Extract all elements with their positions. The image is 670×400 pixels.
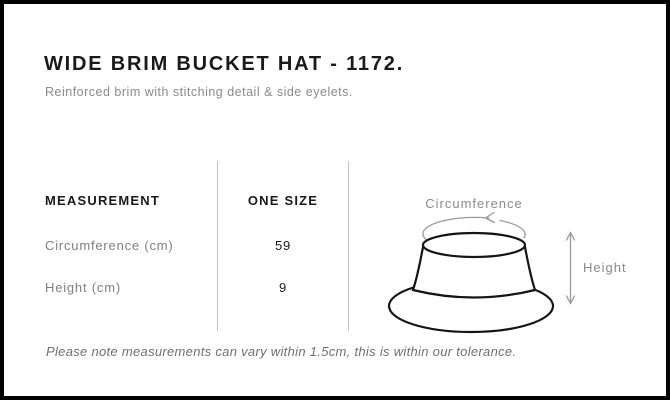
row-label: Height (cm): [45, 280, 121, 295]
table-diagram-divider: [348, 161, 349, 331]
circumference-label: Circumference: [425, 196, 523, 211]
table-column-divider: [217, 161, 218, 331]
size-table-header-row: MEASUREMENT ONE SIZE: [0, 194, 670, 210]
hat-crown-top-outline: [421, 231, 527, 259]
circumference-rotation-arrow-icon: [422, 211, 526, 242]
bucket-hat-diagram: [387, 211, 576, 334]
hat-crown-fill: [413, 246, 535, 298]
row-label: Circumference (cm): [45, 238, 174, 253]
column-header-measurement: MEASUREMENT: [45, 193, 161, 208]
height-label: Height: [583, 260, 627, 275]
product-subtitle: Reinforced brim with stitching detail & …: [45, 85, 353, 99]
column-header-one-size: ONE SIZE: [247, 193, 319, 208]
row-value: 59: [274, 238, 292, 253]
table-row-circumference: Circumference (cm) 59: [0, 239, 670, 255]
row-value: 9: [278, 280, 288, 295]
height-double-arrow-icon: [565, 231, 576, 305]
hat-crown-outline: [411, 245, 537, 299]
product-title: WIDE BRIM BUCKET HAT - 1172.: [44, 53, 405, 75]
table-row-height: Height (cm) 9: [0, 281, 670, 297]
tolerance-note: Please note measurements can vary within…: [46, 344, 517, 359]
